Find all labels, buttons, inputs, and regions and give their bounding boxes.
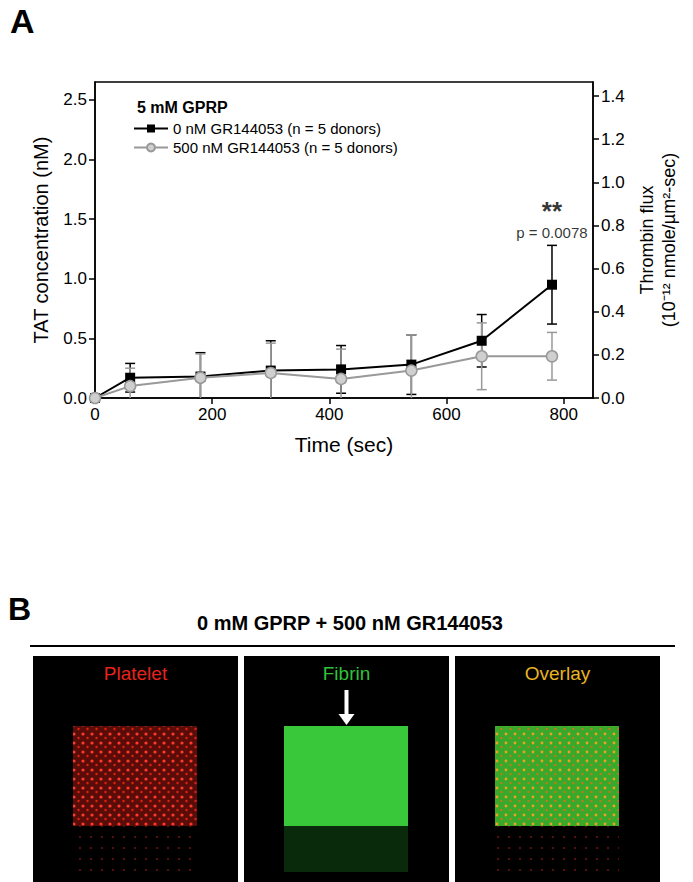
svg-text:2.0: 2.0 [63,150,87,169]
svg-text:1.2: 1.2 [601,130,625,149]
svg-text:0.2: 0.2 [601,345,625,364]
svg-text:Thrombin flux: Thrombin flux [637,185,657,294]
svg-text:800: 800 [550,405,578,424]
svg-text:400: 400 [315,405,343,424]
svg-text:2.5: 2.5 [63,90,87,109]
svg-text:Overlay: Overlay [525,663,591,684]
svg-text:1.5: 1.5 [63,210,87,229]
svg-text:Fibrin: Fibrin [323,663,371,684]
svg-text:0.8: 0.8 [601,216,625,235]
svg-text:0 nM GR144053 (n = 5 donors): 0 nM GR144053 (n = 5 donors) [173,120,381,137]
svg-text:p = 0.0078: p = 0.0078 [516,224,587,241]
svg-text:0.0: 0.0 [601,389,625,408]
svg-text:**: ** [542,196,563,226]
svg-text:TAT concentration (nM): TAT concentration (nM) [30,137,52,344]
svg-text:Time (sec): Time (sec) [295,433,393,456]
svg-text:A: A [10,2,35,40]
svg-text:600: 600 [432,405,460,424]
svg-text:1.0: 1.0 [601,173,625,192]
svg-text:B: B [8,591,31,627]
svg-text:(10⁻¹² nmole/µm²-sec): (10⁻¹² nmole/µm²-sec) [659,153,679,327]
svg-text:5 mM GPRP: 5 mM GPRP [137,99,228,116]
svg-text:0.0: 0.0 [63,389,87,408]
svg-text:0: 0 [90,405,99,424]
svg-text:0.6: 0.6 [601,259,625,278]
svg-text:200: 200 [198,405,226,424]
svg-text:1.0: 1.0 [63,269,87,288]
svg-text:0 mM GPRP + 500 nM GR144053: 0 mM GPRP + 500 nM GR144053 [197,612,503,634]
svg-text:500 nM GR144053 (n = 5 donors): 500 nM GR144053 (n = 5 donors) [173,139,398,156]
svg-text:0.5: 0.5 [63,329,87,348]
svg-text:0.4: 0.4 [601,302,625,321]
svg-text:Platelet: Platelet [104,663,168,684]
svg-text:1.4: 1.4 [601,87,625,106]
